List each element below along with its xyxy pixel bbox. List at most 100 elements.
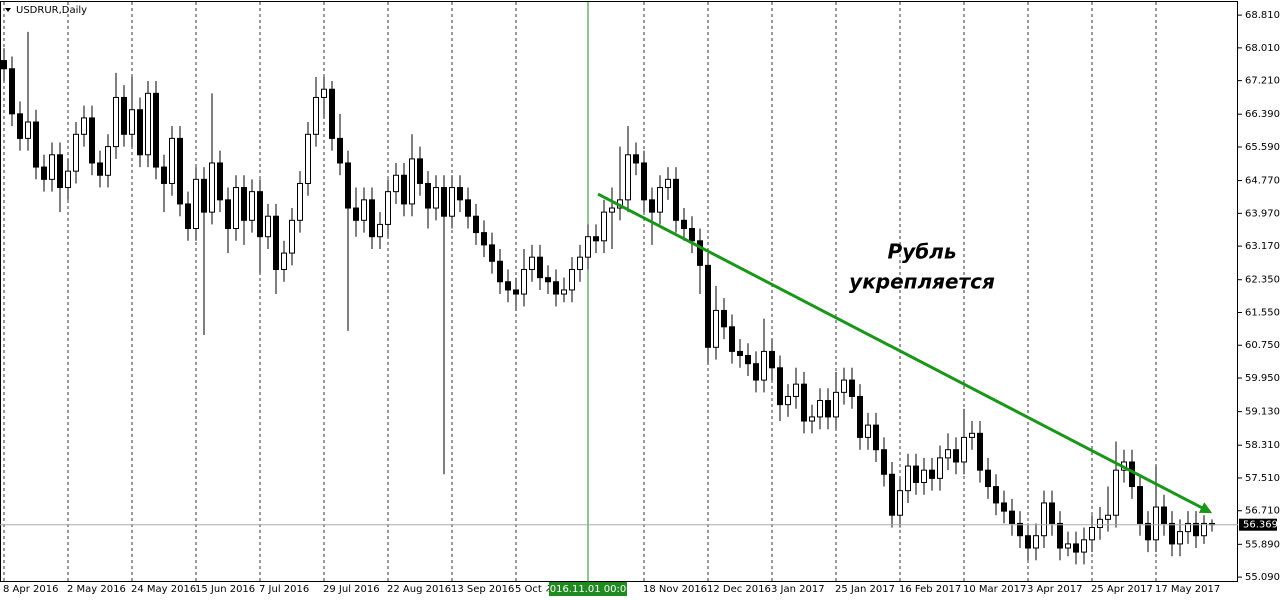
- candle-body: [81, 117, 87, 135]
- candle-body: [449, 187, 455, 217]
- candle-body: [993, 486, 999, 504]
- candle-body: [33, 121, 39, 168]
- crosshair-label-box: [549, 582, 627, 596]
- candle-body: [129, 109, 135, 135]
- candle-body: [1145, 522, 1151, 541]
- candle-body: [169, 137, 175, 184]
- last-price-label: 56.369: [1243, 520, 1278, 531]
- candle-body: [681, 219, 687, 230]
- candle-body: [1009, 510, 1015, 524]
- candle-body: [1049, 502, 1055, 524]
- candle-body: [513, 289, 519, 295]
- candle-body: [969, 432, 975, 438]
- candle-body: [593, 236, 599, 242]
- candle-body: [665, 178, 671, 189]
- candle-body: [25, 121, 31, 139]
- x-tick-label: 12 Dec 2016: [707, 584, 771, 595]
- candle-body: [825, 400, 831, 418]
- candle-body: [745, 354, 751, 365]
- x-tick-label: 29 Jul 2016: [323, 584, 380, 595]
- y-tick-label: 60.750: [1245, 340, 1280, 351]
- candle-body: [721, 309, 727, 328]
- candle-body: [785, 395, 791, 406]
- candle-body: [545, 277, 551, 283]
- candle-body: [1153, 506, 1159, 541]
- candle-body: [1081, 539, 1087, 553]
- candle-body: [905, 465, 911, 492]
- candle-body: [305, 133, 311, 184]
- candle-body: [953, 449, 959, 463]
- x-tick-label: 17 May 2017: [1155, 584, 1220, 595]
- annotation: укрепляется: [849, 270, 995, 294]
- trendline: [597, 192, 1213, 514]
- y-tick-label: 66.390: [1245, 109, 1280, 120]
- y-tick-label: 68.010: [1245, 43, 1280, 54]
- y-tick-label: 63.970: [1245, 208, 1280, 219]
- candle-body: [257, 191, 263, 238]
- candle-body: [353, 207, 359, 221]
- candle-body: [369, 199, 375, 238]
- x-tick-label: 8 Apr 2016: [3, 584, 58, 595]
- candle-body: [209, 162, 215, 213]
- candle-body: [1089, 527, 1095, 541]
- candle-body: [241, 187, 247, 221]
- candle-body: [321, 88, 327, 98]
- candle-body: [1065, 543, 1071, 549]
- candle-body: [401, 174, 407, 205]
- candle-body: [1033, 535, 1039, 549]
- x-tick-label: 5 Oct 2016: [515, 584, 570, 595]
- candle-body: [385, 191, 391, 225]
- candle-body: [265, 215, 271, 238]
- candle-body: [577, 256, 583, 270]
- candle-body: [521, 268, 527, 295]
- candle-body: [49, 154, 55, 180]
- x-tick-label: 18 Nov 2016: [643, 584, 707, 595]
- y-tick-label: 68.810: [1245, 10, 1280, 21]
- candle-body: [465, 199, 471, 217]
- candle-body: [1025, 535, 1031, 549]
- candle-body: [145, 92, 151, 156]
- candle-body: [17, 113, 23, 139]
- candle-body: [713, 309, 719, 348]
- candle-body: [497, 260, 503, 283]
- candle-body: [233, 187, 239, 230]
- candle-body: [1001, 502, 1007, 512]
- candle-body: [761, 350, 767, 381]
- y-tick-label: 61.550: [1245, 307, 1280, 318]
- x-tick-label: 25 Jan 2017: [835, 584, 895, 595]
- candle-body: [185, 203, 191, 230]
- candle-body: [313, 96, 319, 135]
- y-tick-label: 57.510: [1245, 473, 1280, 484]
- candle-body: [729, 326, 735, 352]
- x-tick-label: 15 Jun 2016: [195, 584, 255, 595]
- candle-body: [633, 154, 639, 164]
- candle-body: [897, 490, 903, 516]
- candle-body: [649, 199, 655, 213]
- x-tick-label: 16 Feb 2017: [899, 584, 961, 595]
- candle-body: [913, 465, 919, 483]
- candle-body: [801, 383, 807, 422]
- candle-body: [105, 146, 111, 176]
- y-tick-label: 55.890: [1245, 539, 1280, 550]
- candle-body: [377, 223, 383, 238]
- candle-body: [657, 187, 663, 213]
- plot-frame: [0, 1, 1238, 582]
- chart-title: USDRUR,Daily: [16, 5, 87, 16]
- candle-body: [73, 133, 79, 172]
- candle-body: [529, 256, 535, 270]
- y-tick-label: 58.310: [1245, 440, 1280, 451]
- candle-body: [177, 137, 183, 205]
- y-tick-label: 56.710: [1245, 506, 1280, 517]
- candle-body: [609, 207, 615, 213]
- x-tick-label: 10 Mar 2017: [963, 584, 1026, 595]
- candle-body: [1017, 522, 1023, 537]
- candle-body: [777, 367, 783, 406]
- candle-body: [929, 469, 935, 479]
- candle-body: [425, 182, 431, 209]
- candle-body: [489, 244, 495, 262]
- candle-body: [201, 178, 207, 213]
- menu-arrow: [5, 8, 11, 12]
- candle-body: [553, 281, 559, 295]
- candle-body: [873, 424, 879, 451]
